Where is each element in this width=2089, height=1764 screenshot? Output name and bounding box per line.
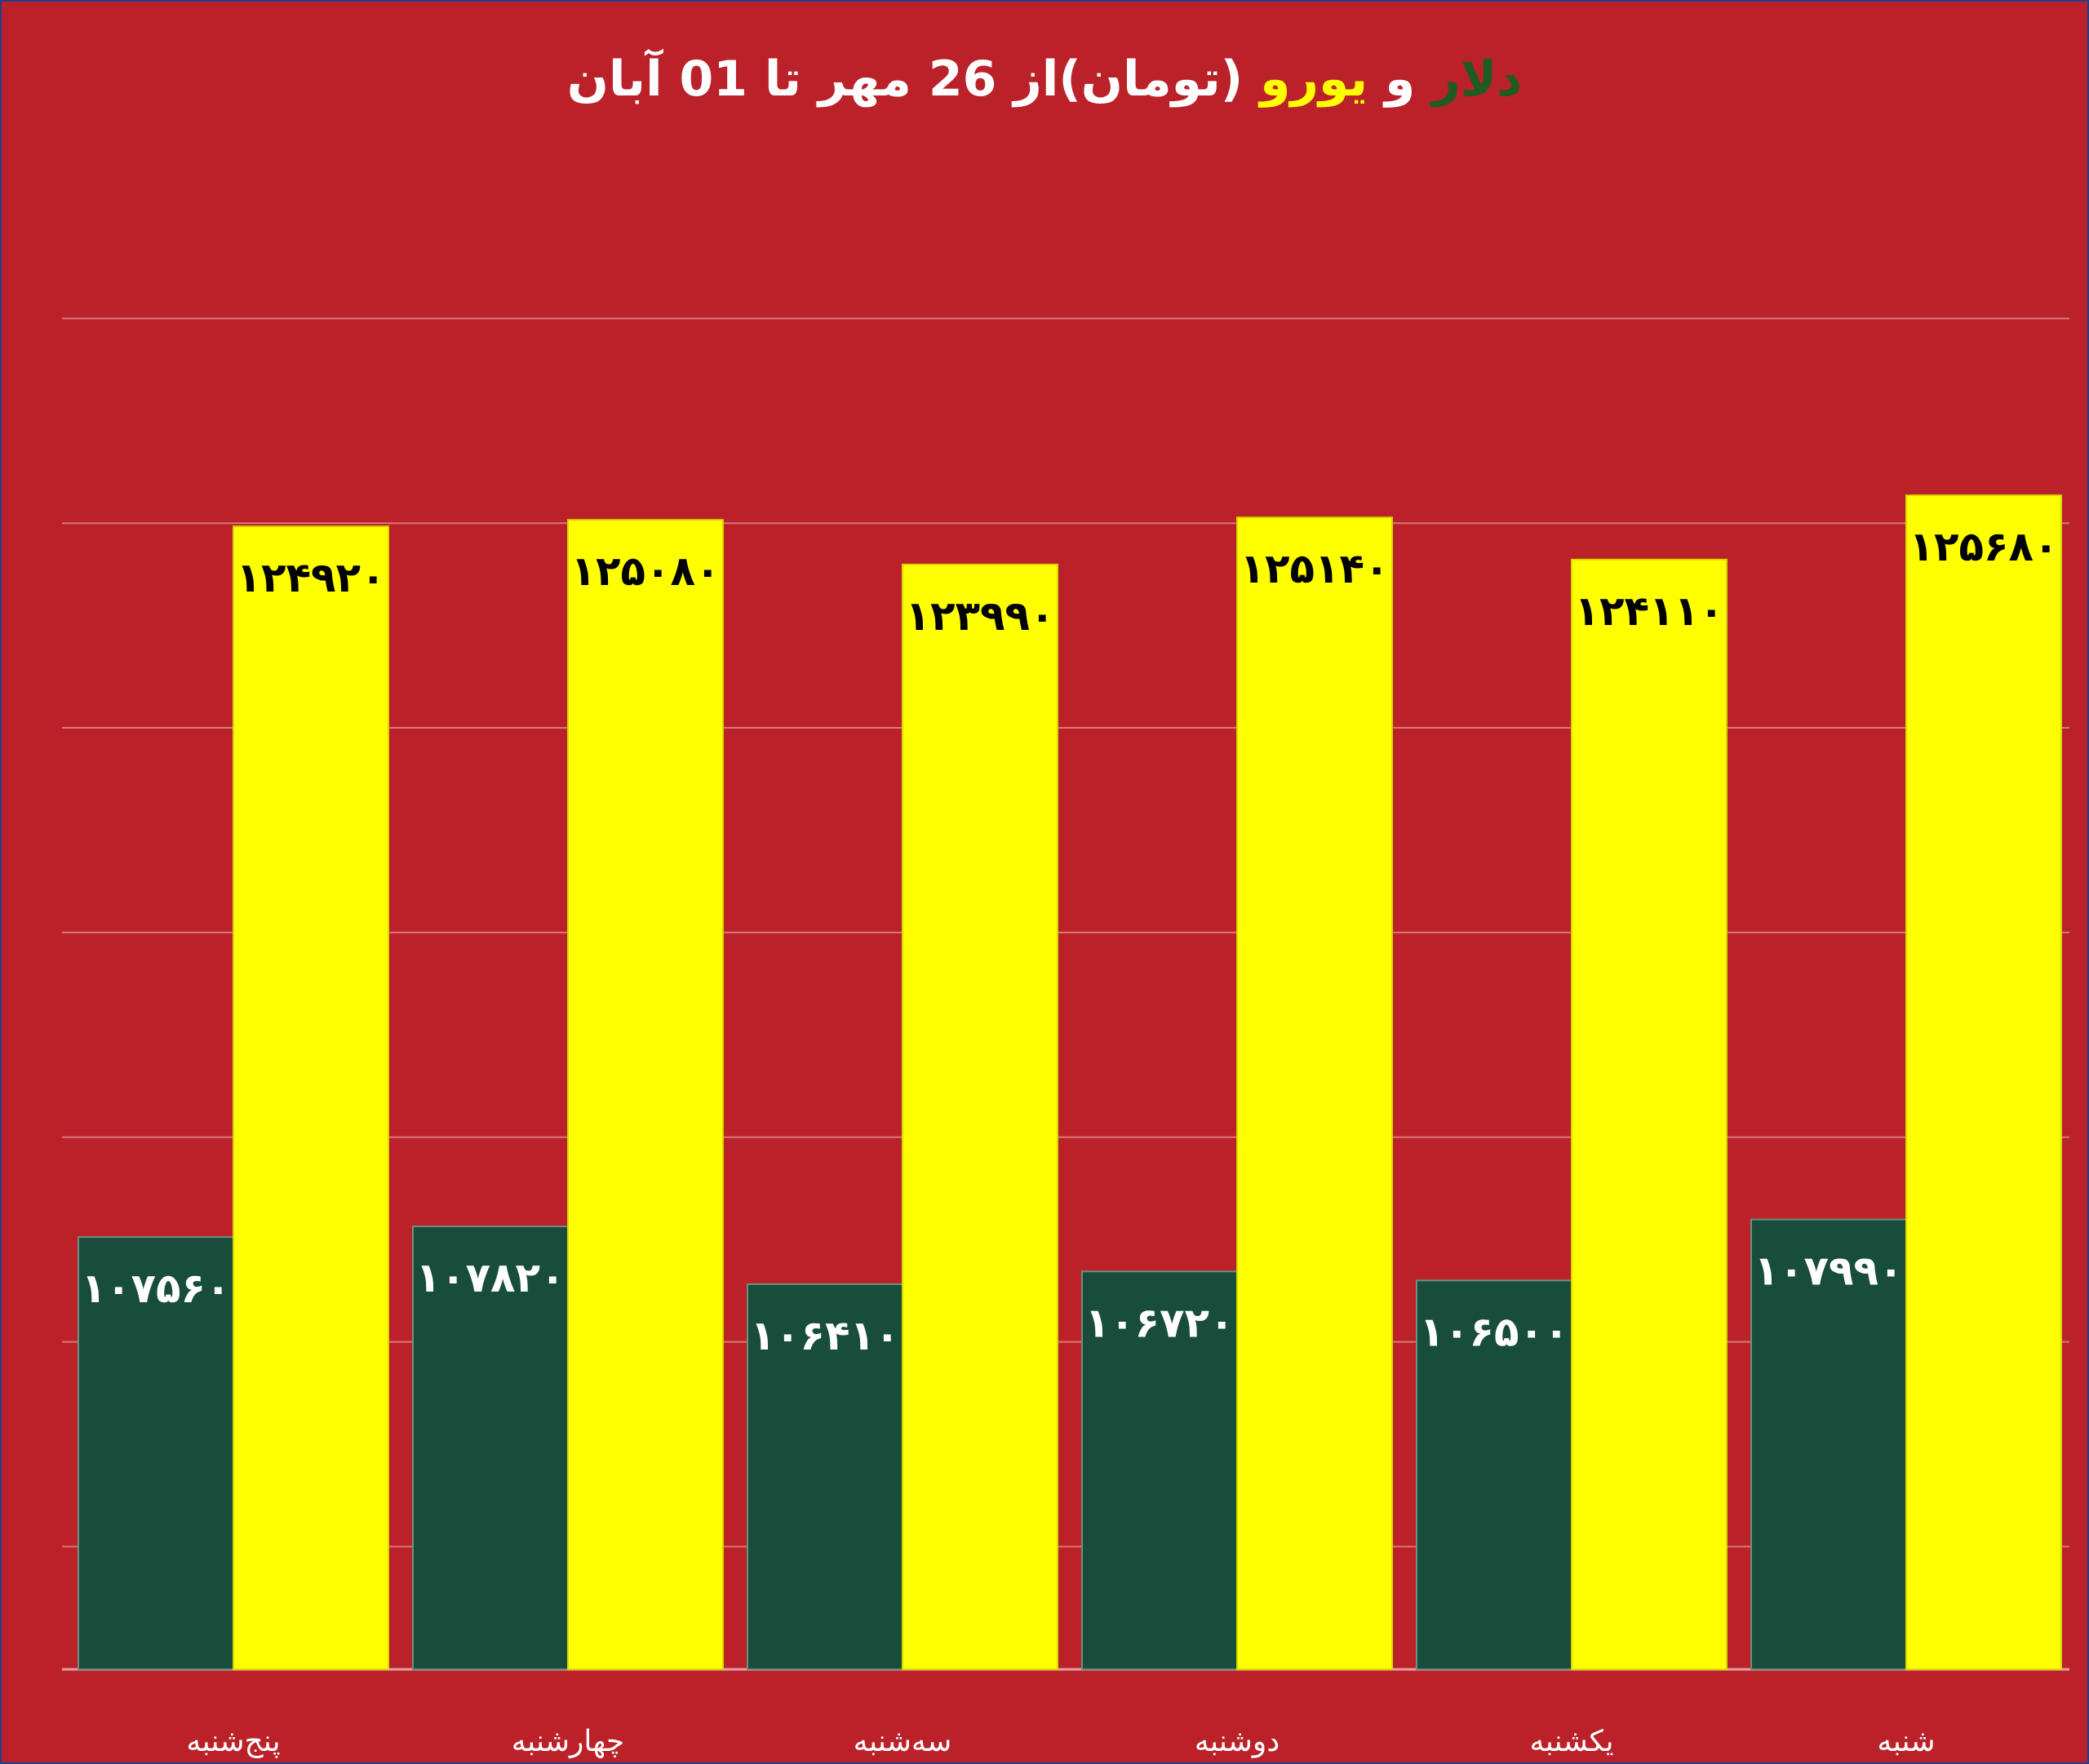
euro-bar [1905, 494, 2062, 1671]
bars [78, 494, 2062, 1671]
dollar-value-label: ۱۰۶۷۲۰ [1084, 1299, 1234, 1346]
euro-bar [567, 519, 724, 1670]
title-dollar: دلار [1432, 51, 1523, 108]
euro-value-label: ۱۲۵۱۴۰ [1240, 545, 1389, 592]
category-labels: پنج‌شنبه چهارشنبه سه‌شنبه دوشنبه یکشنبه شنبه [186, 1725, 1935, 1758]
dollar-bar [1081, 1270, 1238, 1671]
title-and: و [1384, 51, 1416, 108]
dollar-value-label: ۱۰۶۴۱۰ [750, 1312, 899, 1359]
euro-value-label: ۱۲۴۹۲۰ [236, 554, 385, 601]
dollar-bar [747, 1283, 903, 1670]
category-label: یکشنبه [1529, 1725, 1613, 1758]
euro-value-label: ۱۲۵۶۸۰ [1909, 523, 2058, 570]
category-label: پنج‌شنبه [186, 1725, 280, 1758]
dollar-bar [1750, 1218, 1907, 1670]
title-rest: (تومان)از 26 مهر تا 01 آبان [566, 51, 1244, 108]
dollar-value-label: ۱۰۷۵۶۰ [81, 1265, 230, 1312]
data-labels: ۱۰۷۵۶۰ ۱۲۴۹۲۰ ۱۰۷۸۲۰ ۱۲۵۰۸۰ ۱۰۶۴۱۰ ۱۲۳۹۹۰ ۱۰۶۷… [81, 523, 2058, 1359]
dollar-value-label: ۱۰۷۹۹۰ [1754, 1248, 1903, 1295]
title-euro: یورو [1260, 51, 1368, 108]
euro-bar [233, 525, 389, 1670]
category-label: دوشنبه [1195, 1725, 1280, 1758]
euro-bar [1571, 558, 1728, 1671]
category-label: شنبه [1877, 1725, 1935, 1758]
euro-value-label: ۱۲۵۰۸۰ [570, 547, 720, 595]
gridlines [62, 317, 2069, 1671]
chart-title: دلار و یورو (تومان)از 26 مهر تا 01 آبان [0, 51, 2089, 108]
euro-value-label: ۱۲۴۱۱۰ [1574, 587, 1723, 635]
euro-bar [1236, 516, 1393, 1670]
dollar-bar [78, 1236, 234, 1670]
category-label: سه‌شنبه [854, 1725, 952, 1758]
category-label: چهارشنبه [512, 1725, 624, 1758]
euro-value-label: ۱۲۳۹۹۰ [905, 592, 1054, 640]
dollar-value-label: ۱۰۷۸۲۰ [415, 1254, 565, 1301]
euro-bar [902, 563, 1058, 1670]
dollar-bar [412, 1225, 569, 1670]
dollar-bar [1416, 1279, 1572, 1671]
dollar-value-label: ۱۰۶۵۰۰ [1419, 1308, 1568, 1355]
